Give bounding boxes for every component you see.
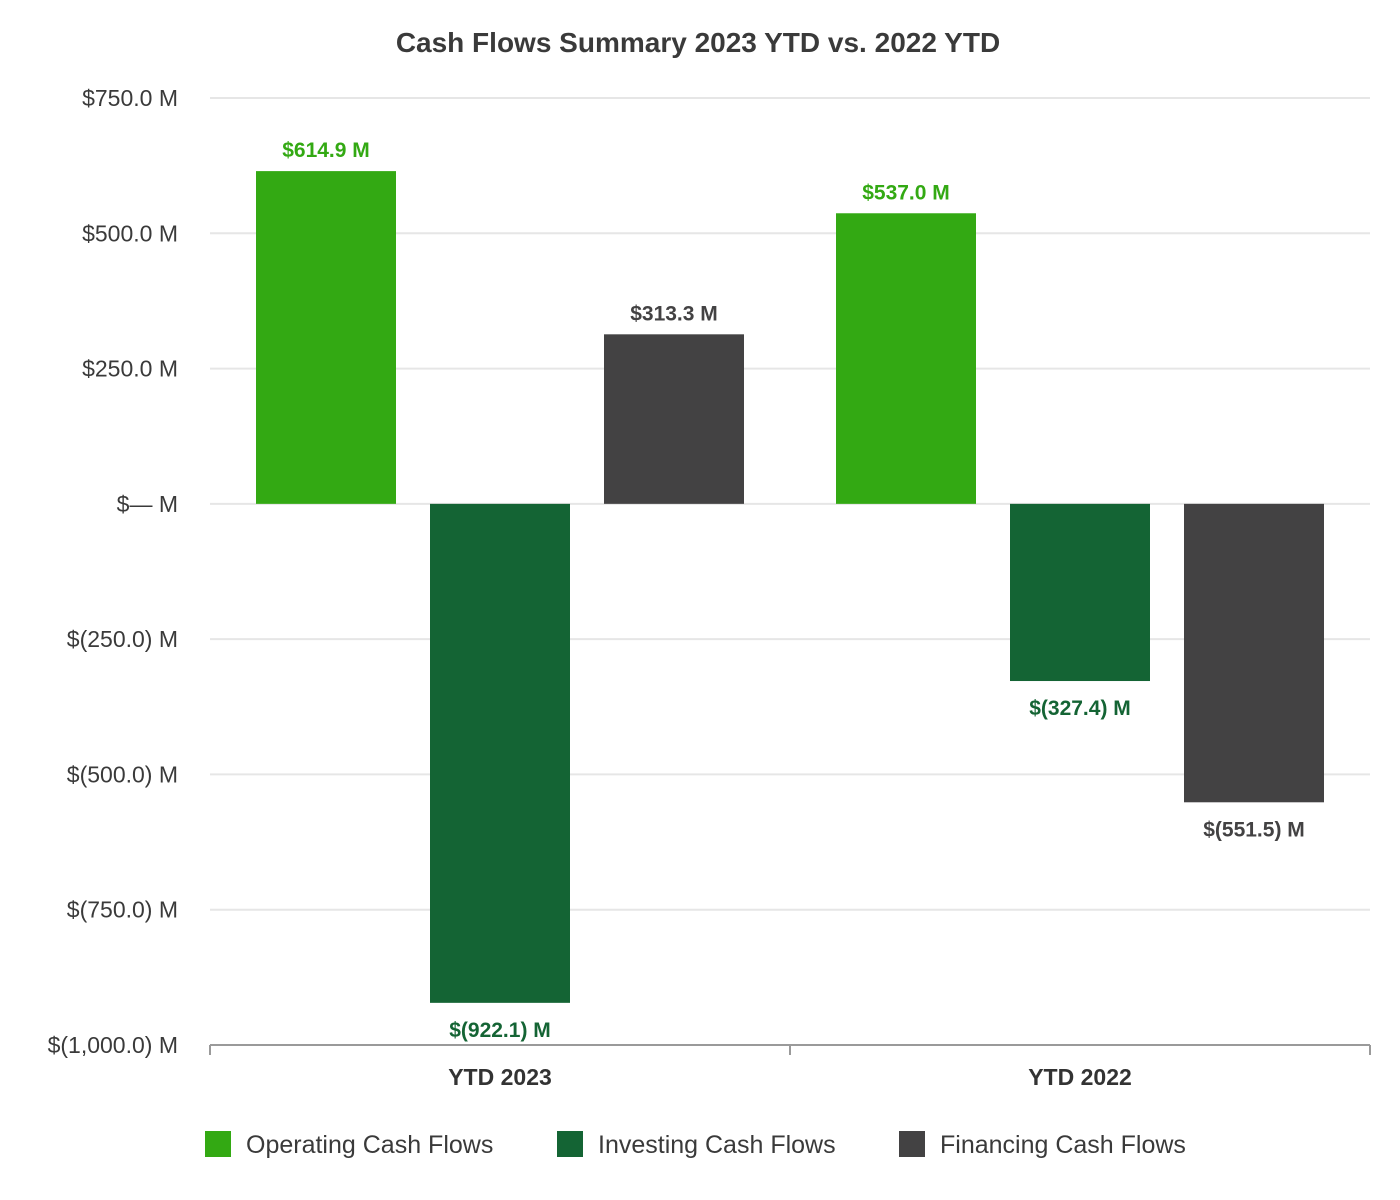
bar: [1010, 503, 1150, 682]
bar: [836, 213, 976, 504]
chart-title: Cash Flows Summary 2023 YTD vs. 2022 YTD: [396, 27, 1000, 58]
y-tick-label: $(1,000.0) M: [48, 1032, 178, 1058]
data-label: $313.3 M: [630, 302, 718, 325]
bar: [604, 334, 744, 504]
y-tick-label: $250.0 M: [82, 356, 178, 382]
legend-swatch: [557, 1131, 583, 1157]
bars: [256, 171, 1324, 1003]
legend-item[interactable]: Operating Cash Flows: [205, 1131, 493, 1159]
y-tick-label: $750.0 M: [82, 85, 178, 111]
data-label: $(327.4) M: [1029, 697, 1131, 720]
legend-label: Operating Cash Flows: [246, 1131, 493, 1159]
y-tick-label: $(500.0) M: [67, 761, 178, 787]
y-tick-label: $(750.0) M: [67, 897, 178, 923]
legend-item[interactable]: Investing Cash Flows: [557, 1131, 836, 1159]
y-tick-label: $500.0 M: [82, 220, 178, 246]
data-labels: $614.9 M $537.0 M $(922.1) M $(327.4) M $313…: [282, 139, 1305, 1042]
x-category-label: YTD 2022: [1028, 1064, 1132, 1090]
data-label: $537.0 M: [862, 181, 950, 204]
bar: [256, 171, 396, 504]
y-axis-ticks: $750.0 M $500.0 M $250.0 M $— M $(250.0) M $(…: [48, 85, 178, 1058]
bar: [1184, 503, 1324, 803]
legend-swatch: [205, 1131, 231, 1157]
gridlines: [210, 97, 1370, 911]
y-tick-label: $(250.0) M: [67, 626, 178, 652]
legend: Operating Cash Flows Investing Cash Flows…: [205, 1131, 1186, 1159]
legend-swatch: [899, 1131, 925, 1157]
legend-item[interactable]: Financing Cash Flows: [899, 1131, 1186, 1159]
legend-label: Financing Cash Flows: [940, 1131, 1186, 1159]
x-category-label: YTD 2023: [448, 1064, 552, 1090]
data-label: $614.9 M: [282, 139, 370, 162]
x-axis: YTD 2023 YTD 2022: [209, 1044, 1371, 1090]
legend-label: Investing Cash Flows: [598, 1131, 836, 1159]
bar: [430, 503, 570, 1003]
data-label: $(922.1) M: [449, 1019, 551, 1042]
data-label: $(551.5) M: [1203, 818, 1305, 841]
y-tick-label: $— M: [117, 491, 178, 517]
